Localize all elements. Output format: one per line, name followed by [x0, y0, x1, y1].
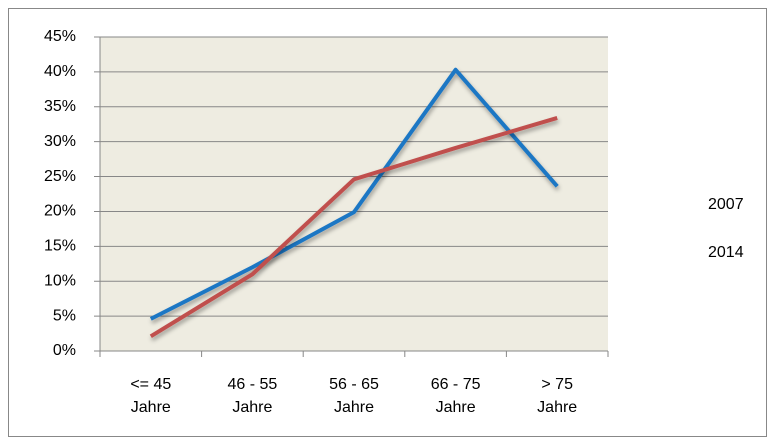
legend-label: 2007: [708, 196, 744, 213]
line-series: [149, 67, 559, 321]
y-tick-label: 5%: [53, 307, 76, 324]
x-tick-label: > 75 Jahre: [537, 376, 578, 416]
y-tick-label: 0%: [53, 342, 76, 359]
y-tick-label: 25%: [44, 168, 76, 185]
x-tick-label: 66 - 75 Jahre: [430, 376, 481, 416]
y-tick-label: 35%: [44, 98, 76, 115]
plot-area: [100, 37, 608, 351]
legend-label: 2014: [708, 244, 744, 261]
y-tick-label: 15%: [44, 238, 76, 255]
y-tick-label: 10%: [44, 272, 76, 289]
y-tick-label: 20%: [44, 203, 76, 220]
line-series: [149, 116, 558, 339]
x-tick-label: 56 - 65 Jahre: [329, 376, 379, 416]
y-tick-label: 45%: [44, 28, 76, 45]
x-tick-label: 46 - 55 Jahre: [227, 376, 278, 416]
y-tick-label: 40%: [44, 63, 76, 80]
x-tick-label: <= 45 Jahre: [130, 376, 172, 416]
y-tick-label: 30%: [44, 133, 76, 150]
